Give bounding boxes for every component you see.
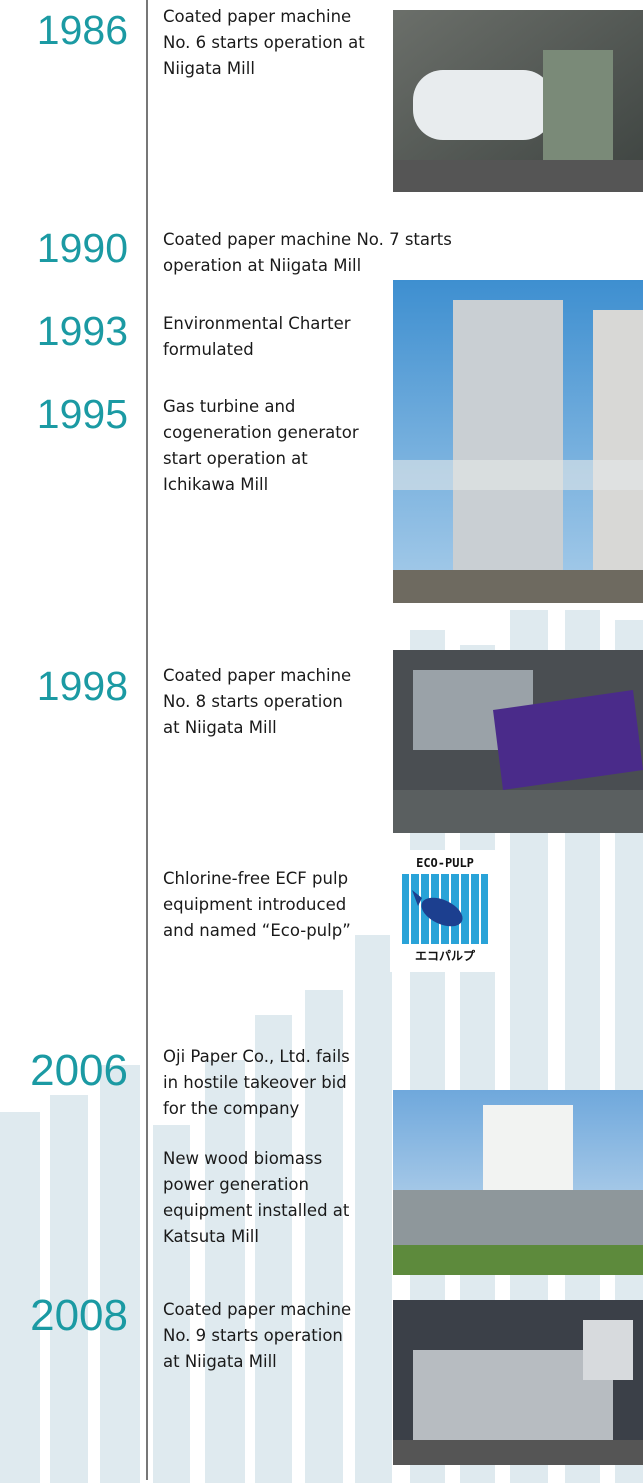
year: 1986 bbox=[36, 7, 128, 53]
text-line: at Niigata Mill bbox=[163, 1352, 277, 1371]
text-line: equipment installed at bbox=[163, 1201, 350, 1220]
text-line: No. 8 starts operation bbox=[163, 692, 343, 711]
text-line: Niigata Mill bbox=[163, 59, 255, 78]
text-line: at Niigata Mill bbox=[163, 718, 277, 737]
text-line: power generation bbox=[163, 1175, 309, 1194]
year: 1995 bbox=[36, 391, 128, 437]
year: 1990 bbox=[36, 225, 128, 271]
bg-bar bbox=[255, 1015, 292, 1483]
bg-bar bbox=[100, 1065, 140, 1483]
bg-bar bbox=[50, 1095, 88, 1483]
event-text: Coated paper machine No. 6 starts operati… bbox=[163, 4, 365, 82]
text-line: Coated paper machine No. 7 starts bbox=[163, 230, 452, 249]
text-line: for the company bbox=[163, 1099, 300, 1118]
event-text: Gas turbine and cogeneration generator sta… bbox=[163, 394, 359, 498]
text-line: Coated paper machine bbox=[163, 7, 352, 26]
event-text: Oji Paper Co., Ltd. fails in hostile take… bbox=[163, 1044, 350, 1122]
text-line: Environmental Charter bbox=[163, 314, 351, 333]
text-line: Chlorine-free ECF pulp bbox=[163, 869, 349, 888]
bg-bar bbox=[355, 935, 392, 1483]
year: 2008 bbox=[30, 1291, 128, 1340]
photo bbox=[393, 1300, 643, 1465]
logo-text: エコパルプ bbox=[415, 948, 476, 963]
text-line: New wood biomass bbox=[163, 1149, 323, 1168]
event-text: Coated paper machine No. 9 starts operati… bbox=[163, 1297, 351, 1375]
photo bbox=[393, 10, 643, 192]
text-line: start operation at bbox=[163, 449, 308, 468]
text-line: Katsuta Mill bbox=[163, 1227, 259, 1246]
logo-text: ECO-PULP bbox=[416, 856, 474, 870]
eco-pulp-logo: ECO-PULP エコパルプ bbox=[390, 850, 500, 972]
photo bbox=[393, 1090, 643, 1275]
photo bbox=[393, 280, 643, 603]
text-line: and named “Eco-pulp” bbox=[163, 921, 351, 940]
text-line: Oji Paper Co., Ltd. fails bbox=[163, 1047, 350, 1066]
bg-bar bbox=[305, 990, 343, 1483]
photo bbox=[393, 650, 643, 833]
event-text: Coated paper machine No. 7 starts operati… bbox=[163, 227, 452, 279]
event-text: New wood biomass power generation equipmen… bbox=[163, 1146, 349, 1250]
text-line: Gas turbine and bbox=[163, 397, 296, 416]
bg-bar bbox=[153, 1125, 190, 1483]
timeline-axis bbox=[146, 0, 148, 1480]
event-text: Environmental Charter formulated bbox=[163, 311, 351, 363]
bg-bar bbox=[205, 1060, 245, 1483]
text-line: Coated paper machine bbox=[163, 666, 352, 685]
event-text: Chlorine-free ECF pulp equipment introduc… bbox=[163, 866, 351, 944]
text-line: equipment introduced bbox=[163, 895, 347, 914]
text-line: No. 6 starts operation at bbox=[163, 33, 365, 52]
text-line: formulated bbox=[163, 340, 254, 359]
text-line: cogeneration generator bbox=[163, 423, 359, 442]
text-line: No. 9 starts operation bbox=[163, 1326, 343, 1345]
text-line: in hostile takeover bid bbox=[163, 1073, 347, 1092]
year: 2006 bbox=[30, 1046, 128, 1095]
year: 1998 bbox=[36, 663, 128, 709]
text-line: operation at Niigata Mill bbox=[163, 256, 362, 275]
event-text: Coated paper machine No. 8 starts operati… bbox=[163, 663, 351, 741]
bg-bar bbox=[0, 1112, 40, 1483]
text-line: Ichikawa Mill bbox=[163, 475, 269, 494]
text-line: Coated paper machine bbox=[163, 1300, 352, 1319]
year: 1993 bbox=[36, 308, 128, 354]
